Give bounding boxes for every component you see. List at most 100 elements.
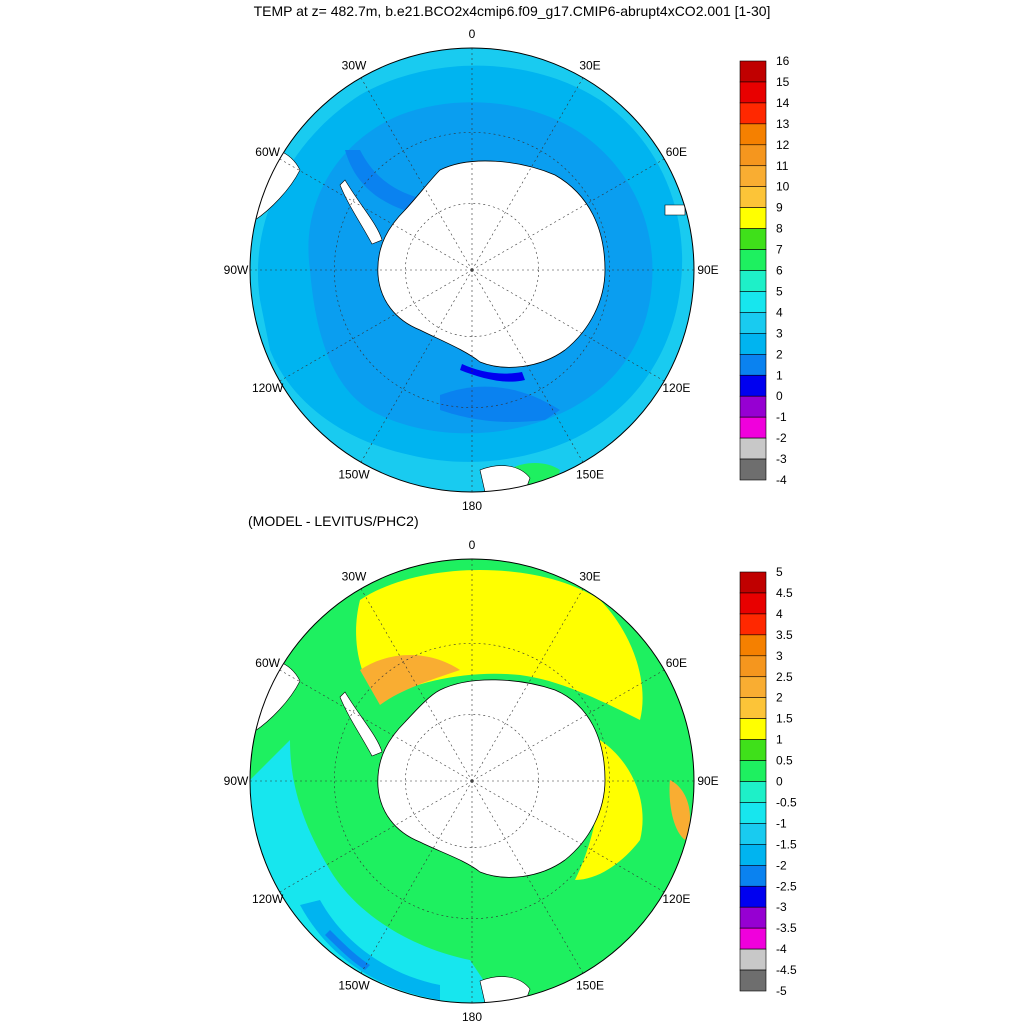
- longitude-label: 120W: [252, 892, 284, 906]
- colorbar-swatch: [739, 739, 767, 761]
- colorbar-swatch: [739, 458, 767, 481]
- colorbar-tick-label: 3: [776, 649, 783, 663]
- colorbar-tick-label: -3: [776, 900, 787, 914]
- colorbar-tick-label: 0.5: [776, 754, 793, 768]
- longitude-label: 30W: [342, 570, 367, 584]
- colorbar-tick-label: 2: [776, 691, 783, 705]
- difference-field: [250, 559, 694, 1003]
- map-border: [249, 558, 695, 1004]
- meridian-line: [279, 269, 473, 382]
- colorbar-tick-label: 14: [776, 96, 790, 110]
- colorbar-tick-label: 15: [776, 75, 790, 89]
- colorbar-tick-label: -1: [776, 410, 787, 424]
- colorbar-tick-label: -1: [776, 816, 787, 830]
- colorbar-tick-label: 13: [776, 117, 790, 131]
- meridian-line: [471, 158, 665, 271]
- north-pacific-rim-region: [300, 900, 440, 1000]
- colorbar-swatch: [739, 844, 767, 866]
- colorbar-tick-label: 5: [776, 284, 783, 298]
- colorbar-swatch: [739, 186, 767, 208]
- colorbar-tick-label: 9: [776, 201, 783, 215]
- colorbar-swatch: [739, 571, 767, 594]
- colorbar-tick-label: -2: [776, 431, 787, 445]
- difference-subtitle: (MODEL - LEVITUS/PHC2): [248, 513, 419, 529]
- colorbar-tick-label: -3: [776, 452, 787, 466]
- antarctic-peninsula: [339, 691, 383, 757]
- longitude-label: 30W: [342, 59, 367, 73]
- indian-hot-pocket: [669, 780, 690, 840]
- ross-shelf-region: [440, 386, 560, 422]
- colorbar-tick-label: 5: [776, 565, 783, 579]
- colorbar-swatch: [739, 948, 767, 971]
- indian-warm-region: [575, 740, 643, 880]
- colorbar-swatch: [739, 207, 767, 229]
- difference-colorbar: 5 4.5 4 3.5 3 2.5 2 1.5 1 0.5 0 -0.5 -1 -1.5 -2 -2.5 -3 -…: [739, 565, 797, 998]
- longitude-label: 180: [462, 1010, 482, 1024]
- colorbar-swatch: [739, 60, 767, 83]
- longitude-label: 30E: [579, 570, 600, 584]
- colorbar-tick-label: 11: [776, 159, 789, 173]
- longitude-label: 60W: [255, 656, 280, 670]
- weddell-shelf-region: [345, 150, 430, 215]
- longitude-label: 150E: [576, 467, 604, 481]
- colorbar-tick-label: -2: [776, 858, 787, 872]
- antarctic-peninsula: [339, 179, 383, 245]
- meridian-line: [471, 669, 665, 782]
- colorbar-swatch: [739, 102, 767, 125]
- colorbar-swatch: [739, 823, 767, 845]
- colorbar-swatch: [739, 437, 767, 460]
- longitude-labels: 0 30E 60E 90E 120E 150E 180 150W 120W 90W 60W 30W: [224, 538, 719, 1024]
- meridian-line: [471, 269, 584, 463]
- colorbar-swatch: [739, 270, 767, 292]
- graticule: [250, 48, 694, 492]
- colorbar-swatch: [739, 291, 767, 313]
- meridian-line: [471, 588, 584, 782]
- latitude-circle: [334, 132, 610, 408]
- colorbar-swatch: [739, 228, 767, 250]
- colorbar-tick-label: 12: [776, 138, 790, 152]
- map-border: [249, 47, 695, 493]
- meridian-line: [279, 780, 473, 893]
- longitude-label: 60E: [666, 145, 687, 159]
- longitude-label: 90W: [224, 774, 249, 788]
- longitude-label: 0: [469, 27, 476, 41]
- colorbar-tick-label: 6: [776, 264, 783, 278]
- antarctica-landmass: [377, 160, 606, 368]
- colorbar-swatch: [739, 249, 767, 271]
- ross-cold-pocket: [460, 364, 525, 382]
- colorbar-swatch: [739, 655, 767, 678]
- meridian-line: [360, 269, 473, 463]
- colorbar-tick-label: 7: [776, 243, 783, 257]
- colorbar-tick-label: -4: [776, 473, 787, 487]
- meridian-line: [279, 669, 473, 782]
- cold-anomaly-pocket: [325, 930, 370, 970]
- colorbar-tick-label: 10: [776, 180, 790, 194]
- temperature-field: [250, 48, 694, 492]
- longitude-label: 150W: [338, 467, 370, 481]
- graticule: [250, 559, 694, 1003]
- colorbar-tick-label: 4: [776, 305, 783, 319]
- difference-map-panel: 0 30E 60E 90E 120E 150E 180 150W 120W 90W 60W 30W 5…: [224, 538, 797, 1024]
- weddell-hot-pocket: [360, 655, 460, 705]
- colorbar-swatch: [739, 144, 767, 167]
- colorbar-swatch: [739, 395, 767, 418]
- colorbar-tick-label: 8: [776, 222, 783, 236]
- antarctica-landmass: [377, 679, 606, 878]
- colorbar-swatch: [739, 165, 767, 188]
- colorbar-tick-label: 1: [776, 733, 783, 747]
- colorbar-swatch: [739, 353, 767, 376]
- colorbar-swatch: [739, 374, 767, 397]
- longitude-label: 60W: [255, 145, 280, 159]
- colorbar-swatch: [739, 123, 767, 146]
- colorbar-swatch: [739, 718, 767, 740]
- colorbar-tick-label: -4.5: [776, 963, 797, 977]
- longitude-label: 180: [462, 499, 482, 513]
- colorbar-tick-label: 0: [776, 389, 783, 403]
- colorbar-swatch: [739, 697, 767, 719]
- longitude-label: 120E: [662, 892, 690, 906]
- colorbar-tick-label: -0.5: [776, 795, 797, 809]
- colorbar-tick-label: 2.5: [776, 670, 793, 684]
- colorbar-tick-label: 3.5: [776, 628, 793, 642]
